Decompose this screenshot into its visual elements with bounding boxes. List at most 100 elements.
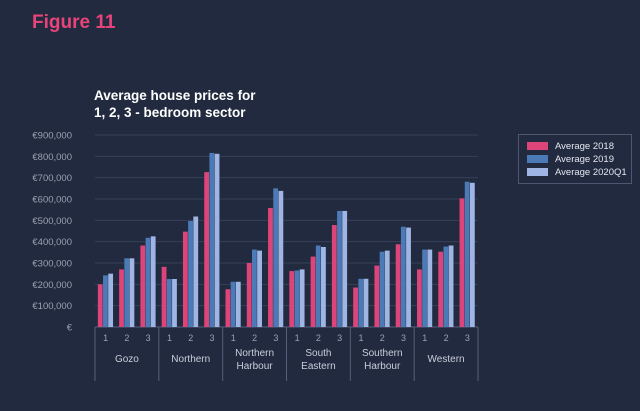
bar xyxy=(358,278,364,327)
bar xyxy=(278,190,284,327)
bar xyxy=(257,250,262,327)
bar xyxy=(422,249,428,327)
bar xyxy=(103,275,108,327)
bar xyxy=(315,245,321,327)
y-tick-label: €400,000 xyxy=(32,237,72,248)
x-group-label: Western xyxy=(428,354,465,365)
bar xyxy=(337,210,342,327)
legend-label-2019: Average 2019 xyxy=(555,153,614,165)
figure-label: Figure 11 xyxy=(32,12,116,33)
y-tick-label: €100,000 xyxy=(32,301,72,312)
bar xyxy=(443,246,449,327)
y-tick-label: €700,000 xyxy=(32,173,72,184)
bar xyxy=(150,236,156,327)
legend-item-2018: Average 2018 xyxy=(527,140,614,152)
x-category-tick-label: 1 xyxy=(103,333,108,343)
bar xyxy=(464,181,470,327)
bar xyxy=(353,287,358,327)
x-category-tick-label: 3 xyxy=(146,333,151,343)
legend-swatch-2019 xyxy=(527,155,548,163)
bar xyxy=(119,269,124,327)
bar xyxy=(235,281,241,327)
x-category-tick-label: 1 xyxy=(295,333,300,343)
x-group-label: Eastern xyxy=(301,361,335,372)
bar xyxy=(400,226,406,327)
bar xyxy=(459,198,465,327)
bar xyxy=(438,251,444,327)
x-category-tick-label: 2 xyxy=(380,333,385,343)
bar xyxy=(161,266,167,327)
x-group-label: Southern xyxy=(362,348,403,359)
bar xyxy=(182,231,188,327)
bar xyxy=(251,249,257,327)
x-category-tick-label: 2 xyxy=(252,333,257,343)
y-tick-label: €600,000 xyxy=(32,195,72,206)
bar xyxy=(406,227,411,327)
bar xyxy=(469,182,475,327)
x-category-tick-label: 3 xyxy=(465,333,470,343)
bar xyxy=(145,237,151,327)
x-category-tick-label: 3 xyxy=(337,333,342,343)
bar xyxy=(108,273,114,327)
legend-label-2018: Average 2018 xyxy=(555,140,614,152)
x-category-tick-label: 3 xyxy=(401,333,406,343)
bar xyxy=(289,271,295,327)
x-category-tick-label: 1 xyxy=(231,333,236,343)
x-category-tick-label: 1 xyxy=(422,333,427,343)
y-tick-label: €200,000 xyxy=(32,280,72,291)
y-tick-label: € xyxy=(67,323,73,334)
bar xyxy=(268,207,273,327)
bar xyxy=(230,281,236,327)
bar xyxy=(129,258,135,327)
y-tick-label: €300,000 xyxy=(32,259,72,270)
bar xyxy=(214,153,220,327)
legend-item-2019: Average 2019 xyxy=(527,153,614,165)
bar xyxy=(379,251,385,327)
bar xyxy=(299,269,305,327)
bar xyxy=(417,269,422,327)
bar xyxy=(395,244,401,327)
bar xyxy=(384,250,390,327)
bar xyxy=(427,249,433,327)
bar xyxy=(342,210,348,327)
x-group-label: Gozo xyxy=(115,354,139,365)
bar xyxy=(140,245,146,327)
bar xyxy=(448,245,454,327)
bar xyxy=(246,263,252,327)
x-category-tick-label: 2 xyxy=(124,333,129,343)
bar xyxy=(124,258,130,327)
x-category-tick-label: 2 xyxy=(188,333,193,343)
x-group-label: Northern xyxy=(171,354,210,365)
x-category-tick-label: 2 xyxy=(316,333,321,343)
legend-swatch-2020q1 xyxy=(527,168,548,176)
legend-label-2020q1: Average 2020Q1 xyxy=(555,166,627,178)
bar xyxy=(172,279,177,327)
x-category-tick-label: 2 xyxy=(444,333,449,343)
y-tick-label: €800,000 xyxy=(32,152,72,163)
bar xyxy=(97,284,103,327)
x-group-label: Harbour xyxy=(364,361,401,372)
legend-swatch-2018 xyxy=(527,142,548,150)
bar xyxy=(209,152,215,327)
bar xyxy=(363,278,369,327)
x-group-label: South xyxy=(305,348,331,359)
x-group-label: Northern xyxy=(235,348,274,359)
bar xyxy=(188,220,193,327)
bar xyxy=(374,265,380,327)
x-category-tick-label: 1 xyxy=(167,333,172,343)
chart-title: Average house prices for 1, 2, 3 - bedro… xyxy=(94,87,314,121)
chart-legend: Average 2018 Average 2019 Average 2020Q1 xyxy=(518,134,632,184)
bar xyxy=(310,256,316,327)
bar xyxy=(321,247,326,327)
x-category-tick-label: 3 xyxy=(273,333,278,343)
chart-title-line-1: Average house prices for xyxy=(94,88,256,103)
x-category-tick-label: 3 xyxy=(210,333,215,343)
chart-title-line-2: 1, 2, 3 - bedroom sector xyxy=(94,105,246,120)
bar xyxy=(225,289,231,327)
x-category-tick-label: 1 xyxy=(358,333,363,343)
bar xyxy=(193,216,199,327)
y-tick-label: €900,000 xyxy=(32,131,72,142)
bar xyxy=(204,172,210,327)
bar xyxy=(294,270,300,327)
